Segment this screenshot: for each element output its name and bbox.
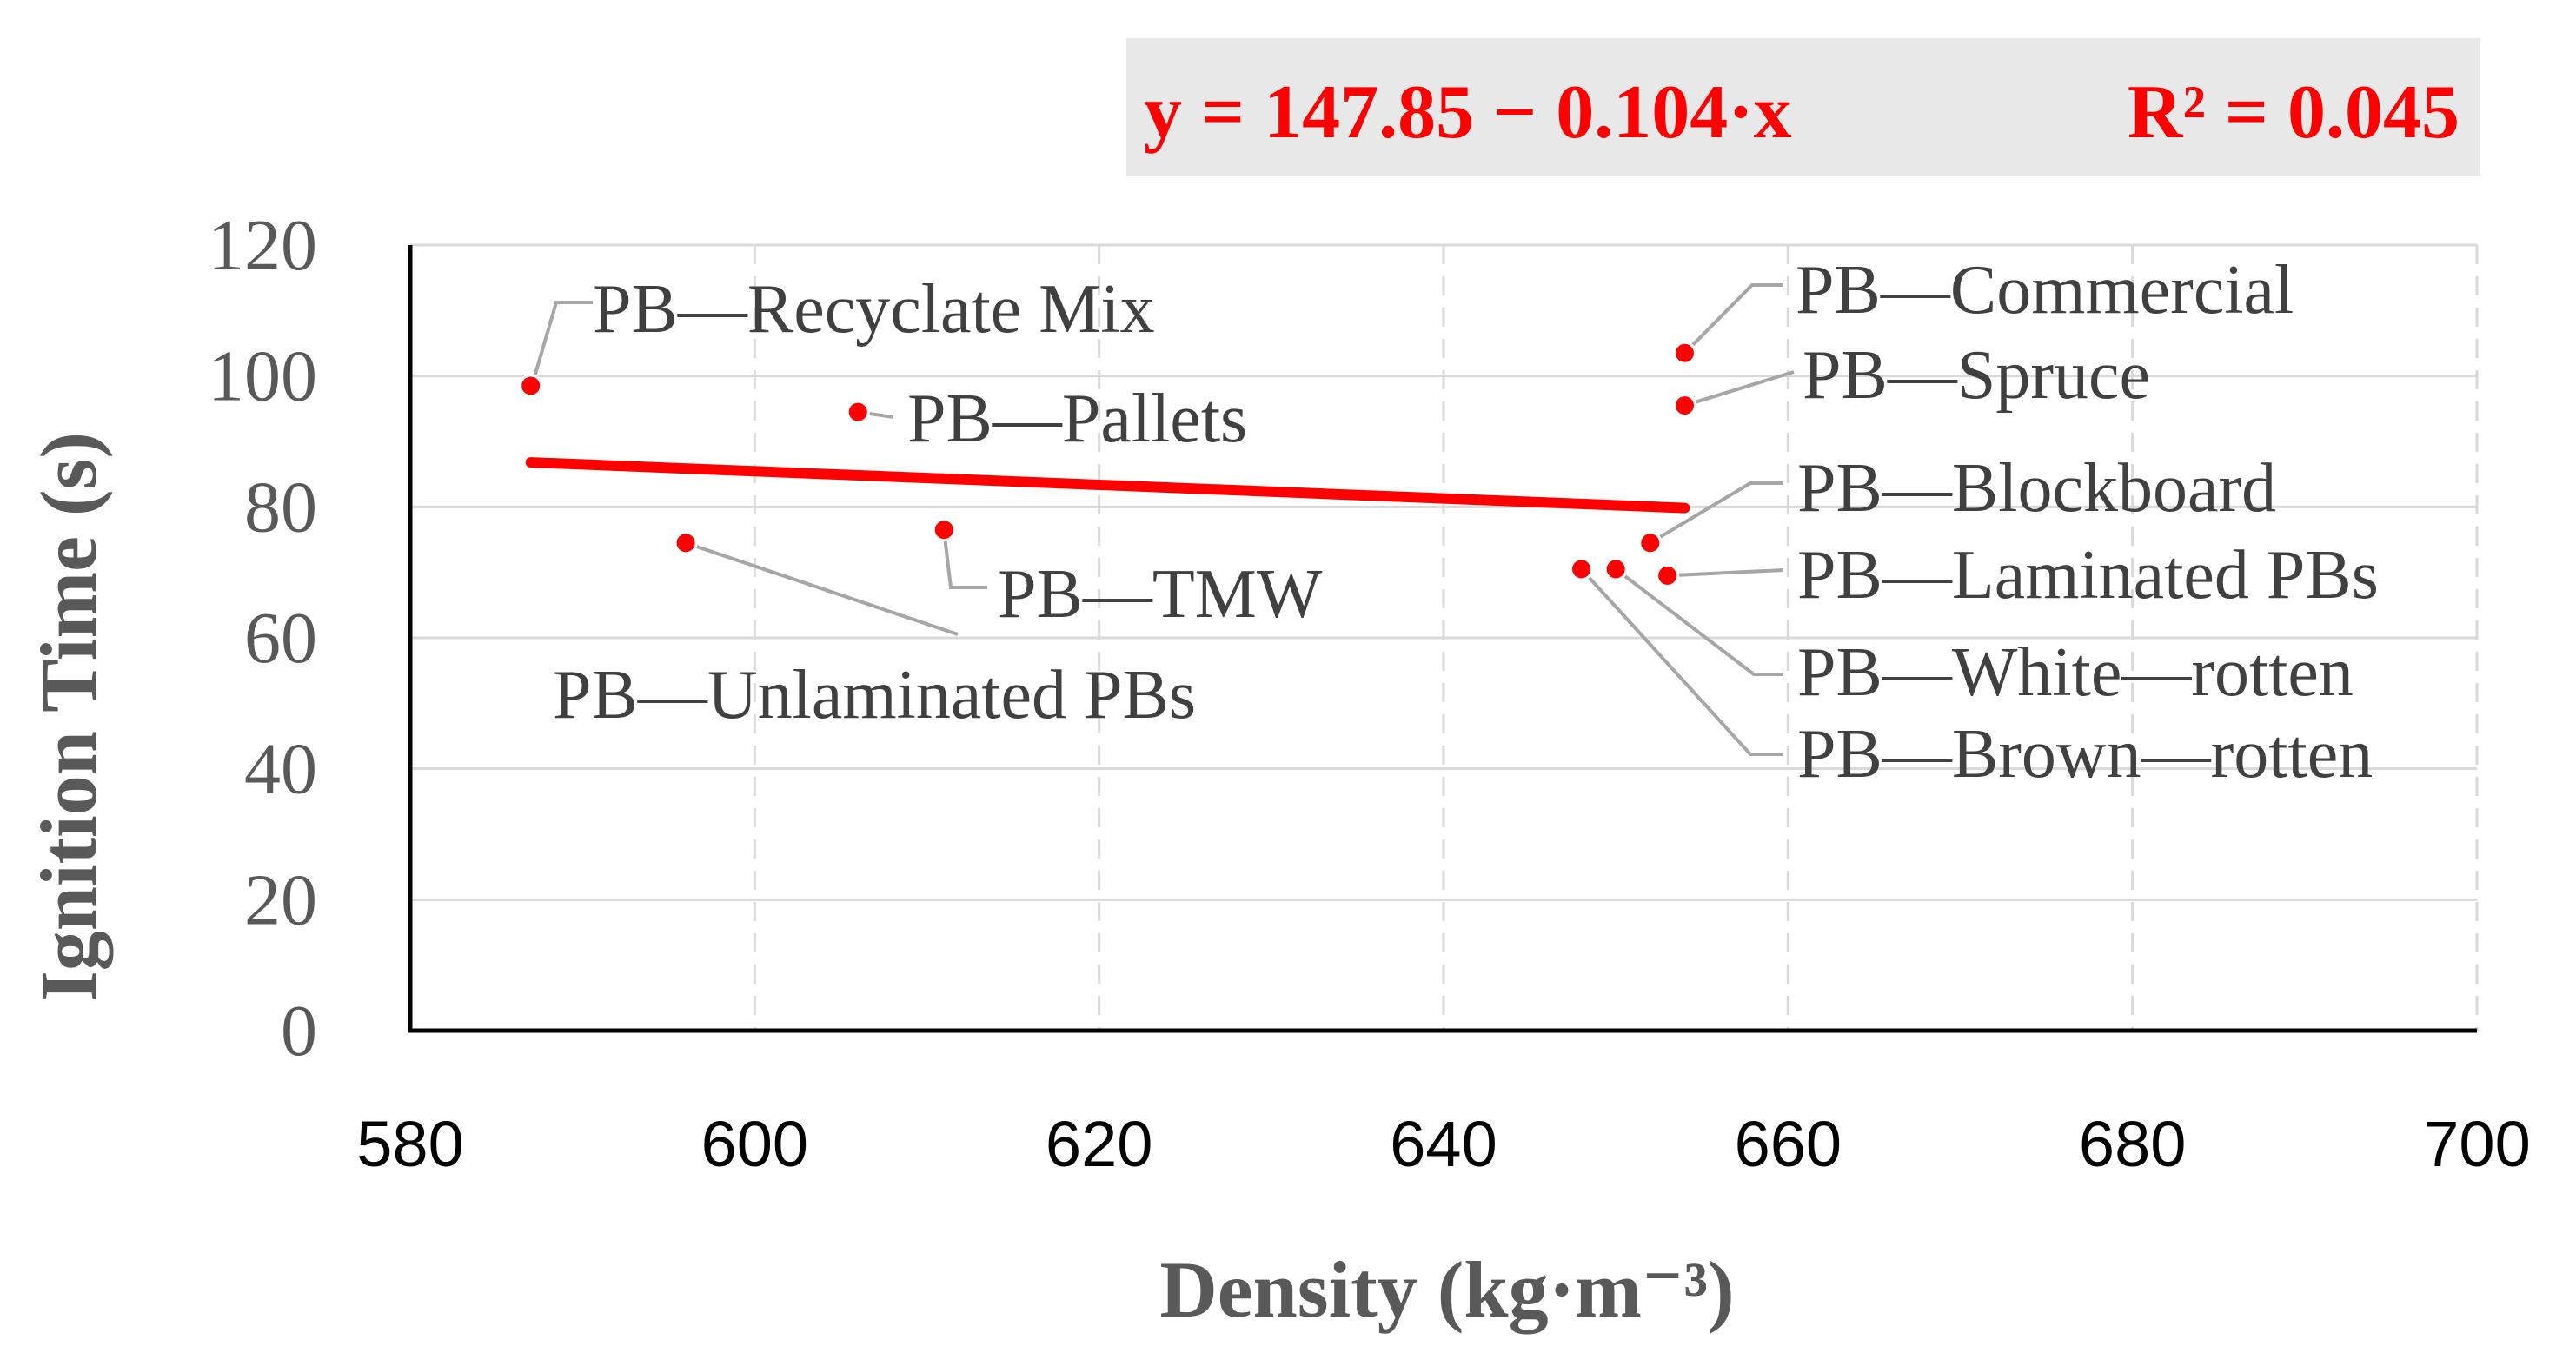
data-point-4 [1672, 341, 1696, 365]
data-point-8 [1603, 557, 1628, 581]
data-point-1 [846, 400, 870, 424]
trendline-equation: y = 147.85 − 0.104·x [1144, 70, 1792, 155]
point-label-9: PB—Brown—rotten [1797, 716, 2373, 793]
leader-line-8 [1614, 567, 1783, 676]
leader-line-2 [685, 541, 959, 636]
x-tick-label-6: 700 [2423, 1108, 2530, 1180]
point-label-3: PB—TMW [998, 556, 1323, 633]
x-tick-label-0: 580 [356, 1108, 463, 1180]
point-label-2: PB—Unlaminated PBs [553, 657, 1196, 733]
leader-line-9 [1580, 567, 1783, 756]
leader-line-4 [1683, 283, 1783, 355]
y-tick-label-3: 60 [244, 598, 317, 679]
trendline [525, 457, 1690, 514]
x-tick-label-5: 680 [2079, 1108, 2186, 1180]
grid-lines [410, 243, 2479, 1031]
trendline-r-squared: R² = 0.045 [2128, 70, 2460, 155]
x-axis-title: Density (kg·m⁻³) [1159, 1245, 1734, 1334]
y-tick-label-5: 100 [208, 336, 317, 417]
data-point-7 [1656, 563, 1680, 587]
x-tick-label-4: 660 [1735, 1108, 1842, 1180]
y-tick-label-2: 40 [244, 729, 317, 810]
point-label-8: PB—White—rotten [1797, 634, 2354, 711]
data-point-2 [674, 531, 698, 555]
leader-line-3 [942, 529, 987, 589]
point-label-0: PB—Recyclate Mix [593, 271, 1155, 348]
y-tick-label-6: 120 [208, 205, 317, 286]
point-label-1: PB—Pallets [907, 381, 1247, 457]
leader-line-0 [530, 301, 593, 387]
point-label-4: PB—Commercial [1796, 252, 2294, 328]
point-label-6: PB—Blockboard [1797, 450, 2276, 527]
trendline-layer [525, 457, 1690, 514]
x-tick-label-3: 640 [1390, 1108, 1497, 1180]
data-points [519, 341, 1696, 587]
point-labels: PB—Recyclate Mix PB—Pallets PB—Unlaminated… [553, 252, 2379, 793]
point-label-7: PB—Laminated PBs [1797, 537, 2379, 613]
data-point-0 [519, 374, 543, 398]
y-tick-label-0: 0 [281, 991, 317, 1071]
y-tick-label-1: 20 [244, 859, 317, 940]
equation-box: y = 147.85 − 0.104·x R² = 0.045 [1126, 38, 2480, 176]
equation-box-bg [1126, 38, 2480, 176]
leader-line-5 [1683, 370, 1795, 408]
leader-line-7 [1667, 568, 1784, 578]
data-point-9 [1570, 557, 1594, 581]
y-tick-label-4: 80 [244, 467, 317, 547]
data-point-6 [1638, 531, 1663, 555]
x-tick-label-2: 620 [1046, 1108, 1152, 1180]
leader-line-6 [1649, 481, 1783, 545]
y-axis-title: Ignition Time (s) [24, 432, 113, 1002]
x-tick-labels: 580 600 620 640 660 680 700 [356, 1108, 2530, 1180]
data-point-3 [932, 518, 956, 542]
data-point-5 [1672, 394, 1696, 418]
x-tick-label-1: 600 [701, 1108, 808, 1180]
axes [408, 245, 2477, 1033]
point-label-5: PB—Spruce [1803, 337, 2150, 414]
y-tick-labels: 0 20 40 60 80 100 120 [208, 205, 317, 1071]
